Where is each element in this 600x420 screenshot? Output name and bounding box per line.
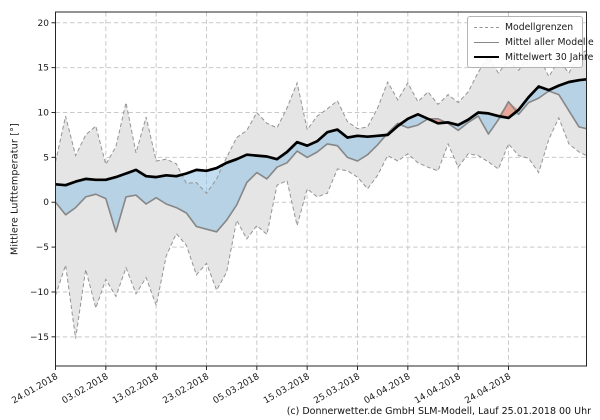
legend: Modellgrenzen Mittel aller Modelle Mitte… [467, 16, 594, 68]
y-tick-label: −15 [30, 333, 49, 343]
mean-30y-line [55, 77, 587, 187]
gray-line-icon [474, 41, 499, 43]
legend-item-mittel-aller-modelle: Mittel aller Modelle [474, 36, 594, 48]
legend-item-mittelwert-30-jahre: Mittelwert 30 Jahre [474, 51, 593, 63]
model-min-line [55, 116, 587, 339]
y-axis-label: Mittlere Lufttemperatur [°] [9, 122, 21, 256]
x-tick-label: 24.01.2018 [10, 372, 60, 407]
x-tick-label: 13.02.2018 [111, 372, 161, 407]
y-tick-label: 10 [38, 109, 50, 119]
x-tick-label: 04.04.2018 [363, 372, 413, 407]
below-normal-fill [55, 79, 587, 232]
axis-ticks [51, 22, 509, 370]
black-line-icon [474, 56, 499, 58]
model-max-line [55, 50, 587, 195]
y-tick-label: 0 [43, 198, 49, 208]
y-tick-label: 5 [43, 153, 49, 163]
y-tick-label: 20 [38, 19, 50, 29]
x-tick-label: 15.03.2018 [262, 372, 312, 407]
dashed-line-icon [474, 26, 499, 28]
x-tick-label: 24.04.2018 [463, 372, 513, 407]
x-tick-label: 03.02.2018 [61, 372, 111, 407]
x-tick-label: 05.03.2018 [212, 372, 262, 407]
y-tick-label: −5 [36, 243, 49, 253]
legend-label: Mittel aller Modelle [505, 36, 594, 48]
x-tick-label: 23.02.2018 [161, 372, 211, 407]
y-tick-label: 15 [38, 64, 49, 74]
plot-data-area [55, 50, 587, 339]
y-tick-label: −10 [30, 288, 49, 298]
plot-border [55, 11, 587, 367]
x-tick-label: 25.03.2018 [312, 372, 362, 407]
legend-label: Mittelwert 30 Jahre [505, 51, 594, 63]
legend-label: Modellgrenzen [505, 21, 574, 33]
copyright-caption: (c) Donnerwetter.de GmbH SLM-Modell, Lau… [286, 406, 591, 417]
legend-item-modellgrenzen: Modellgrenzen [474, 21, 576, 33]
x-tick-label: 14.04.2018 [413, 372, 463, 407]
